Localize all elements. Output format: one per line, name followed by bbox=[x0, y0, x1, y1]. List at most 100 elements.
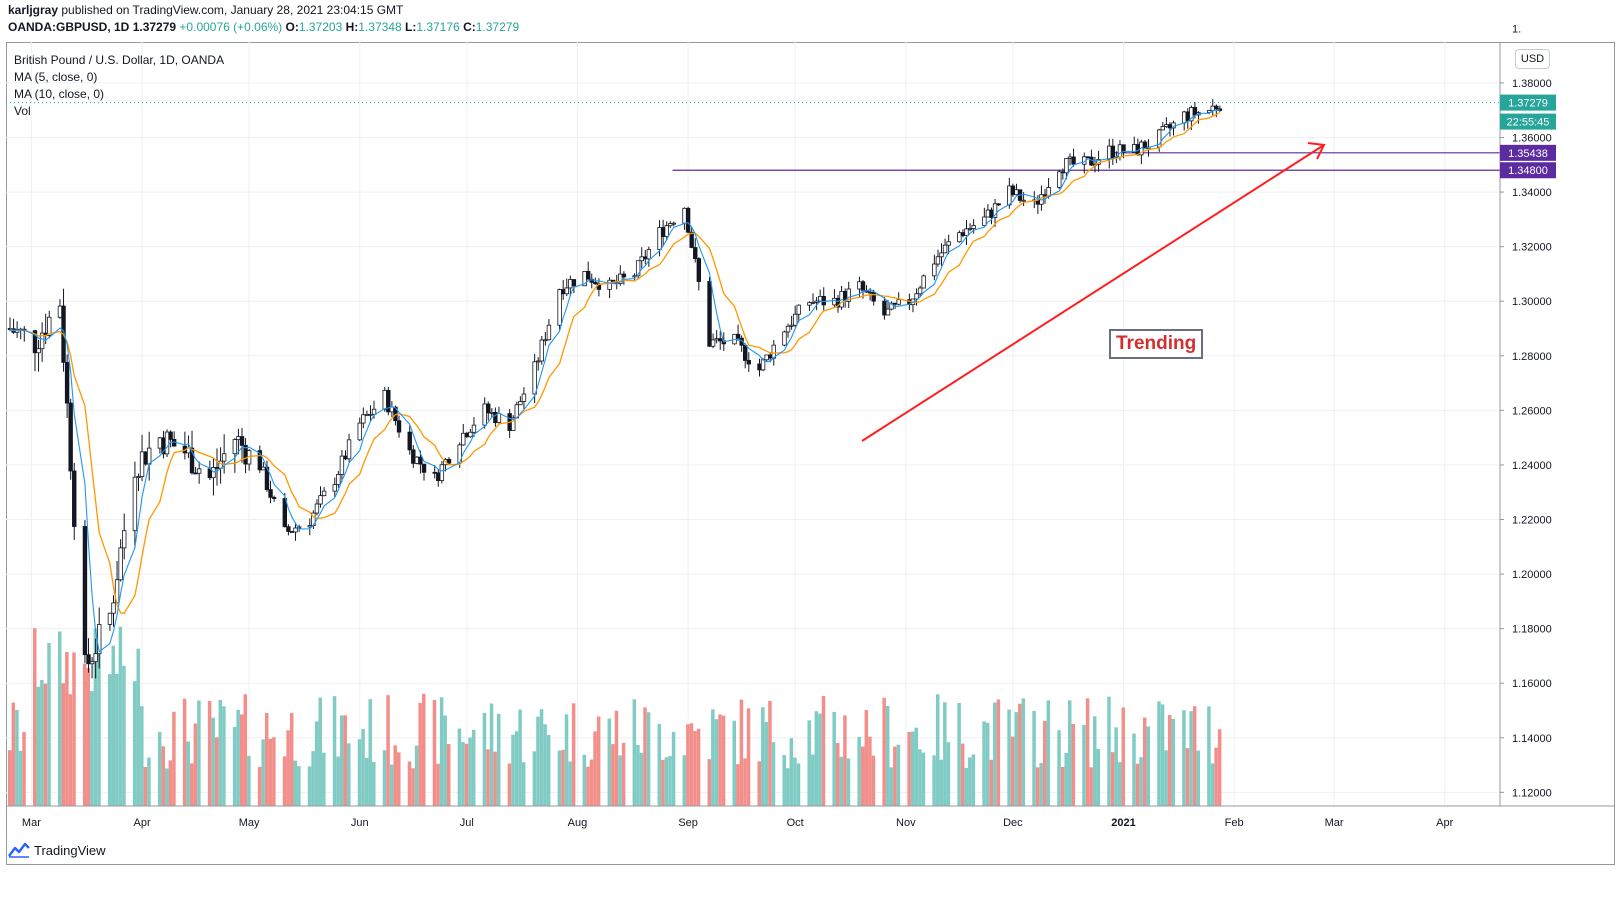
volume-bar bbox=[557, 750, 562, 806]
currency-button[interactable]: USD bbox=[1515, 49, 1550, 69]
candle-body bbox=[646, 249, 652, 260]
volume-bar bbox=[907, 731, 911, 806]
time-tick-label: Jun bbox=[351, 817, 369, 829]
volume-bar bbox=[839, 756, 844, 806]
candle-body bbox=[789, 324, 794, 327]
volume-bar bbox=[918, 749, 922, 806]
candle-body bbox=[939, 252, 944, 258]
legend-vol[interactable]: Vol bbox=[14, 104, 31, 118]
volume-bar bbox=[935, 694, 940, 806]
high-value: 1.37348 bbox=[358, 20, 402, 34]
volume-bar bbox=[468, 737, 472, 806]
volume-bar bbox=[611, 744, 615, 806]
volume-bar bbox=[289, 712, 294, 806]
volume-bar bbox=[343, 715, 347, 806]
volume-bar bbox=[711, 709, 715, 806]
volume-bar bbox=[293, 760, 298, 806]
candle-body bbox=[892, 302, 898, 305]
last-price: 1.37279 bbox=[132, 20, 177, 34]
volume-bar bbox=[514, 731, 519, 806]
candle-body bbox=[511, 417, 516, 431]
low-value: 1.37176 bbox=[416, 20, 460, 34]
volume-bar bbox=[564, 714, 569, 806]
legend-ma5[interactable]: MA (5, close, 0) bbox=[14, 70, 98, 84]
candle-body bbox=[564, 287, 569, 295]
legend-ma10[interactable]: MA (10, close, 0) bbox=[14, 87, 105, 101]
volume-bar bbox=[693, 730, 697, 806]
time-tick-label: Nov bbox=[896, 817, 916, 829]
candle-body bbox=[47, 316, 52, 336]
volume-bar bbox=[589, 759, 594, 806]
candle-body bbox=[639, 256, 644, 262]
candle-body bbox=[643, 256, 648, 260]
candle-body bbox=[657, 227, 662, 250]
price-tick-label: 1.26000 bbox=[1512, 405, 1552, 417]
trend-arrow-head bbox=[1307, 142, 1326, 160]
volume-bar bbox=[1189, 711, 1193, 806]
volume-bar bbox=[264, 713, 269, 806]
candlesticks bbox=[7, 99, 1223, 679]
volume-bar bbox=[232, 726, 237, 806]
candle-body bbox=[82, 526, 88, 656]
volume-bar bbox=[1018, 703, 1022, 806]
candle-body bbox=[93, 653, 98, 663]
candle-body bbox=[664, 225, 669, 237]
candle-body bbox=[810, 301, 816, 304]
candle-body bbox=[932, 263, 937, 277]
price-axis: 1.38000 1.36000 1.34000 1.32000 1.30000 1.280… bbox=[1499, 23, 1552, 806]
volume-bar bbox=[22, 731, 26, 806]
candle-body bbox=[996, 203, 1001, 206]
volume-bar bbox=[122, 665, 126, 806]
candle-body bbox=[792, 313, 798, 326]
candle-body bbox=[307, 525, 312, 528]
volume-bar bbox=[1217, 729, 1222, 806]
volume-bar bbox=[1046, 700, 1051, 806]
volume-bar bbox=[768, 700, 772, 806]
candle-body bbox=[757, 363, 762, 371]
price-tick-label: 1.16000 bbox=[1512, 678, 1552, 690]
candle-body bbox=[143, 451, 148, 465]
candle-body bbox=[971, 225, 976, 229]
volume-bar bbox=[1021, 698, 1026, 806]
volume-bar bbox=[964, 767, 968, 806]
volume-bar bbox=[714, 719, 719, 806]
volume-bar bbox=[793, 757, 797, 806]
candle-body bbox=[164, 431, 170, 455]
volume-bar bbox=[818, 713, 822, 806]
volume-bar bbox=[165, 768, 169, 806]
volume-bar bbox=[664, 757, 669, 806]
candle-body bbox=[411, 449, 416, 464]
price-tick-label: 1.20000 bbox=[1512, 569, 1552, 581]
volume-bar bbox=[807, 720, 811, 806]
volume-bar bbox=[1182, 710, 1186, 806]
price-tick-label: 1.34000 bbox=[1512, 187, 1552, 199]
price-tick-label: 1. bbox=[1512, 23, 1521, 35]
volume-bar bbox=[682, 755, 687, 806]
volume-bar bbox=[168, 760, 173, 806]
volume-bar bbox=[372, 762, 376, 806]
volume-bar bbox=[732, 720, 737, 806]
candle-body bbox=[814, 300, 819, 303]
candle-body bbox=[735, 333, 741, 339]
volume-bar bbox=[593, 731, 597, 806]
candle-body bbox=[696, 258, 702, 282]
volume-bar bbox=[218, 699, 223, 806]
volume-bar bbox=[32, 628, 37, 806]
price-tick-label: 1.22000 bbox=[1512, 515, 1552, 527]
volume-bars bbox=[8, 626, 1222, 806]
volume-bar bbox=[518, 709, 522, 806]
price-tick-label: 1.14000 bbox=[1512, 733, 1552, 745]
volume-bar bbox=[921, 752, 926, 806]
price-tick-label: 1.36000 bbox=[1512, 133, 1552, 145]
candle-body bbox=[817, 295, 823, 302]
publisher-name[interactable]: karljgray bbox=[8, 3, 59, 17]
candle-body bbox=[464, 432, 470, 438]
candle-body bbox=[1121, 144, 1126, 153]
candle-body bbox=[660, 227, 666, 237]
volume-bar bbox=[1043, 720, 1047, 806]
footer-brand-label[interactable]: TradingView bbox=[34, 842, 106, 858]
volume-bar bbox=[993, 702, 997, 806]
volume-bar bbox=[957, 702, 961, 806]
candle-body bbox=[122, 530, 127, 549]
